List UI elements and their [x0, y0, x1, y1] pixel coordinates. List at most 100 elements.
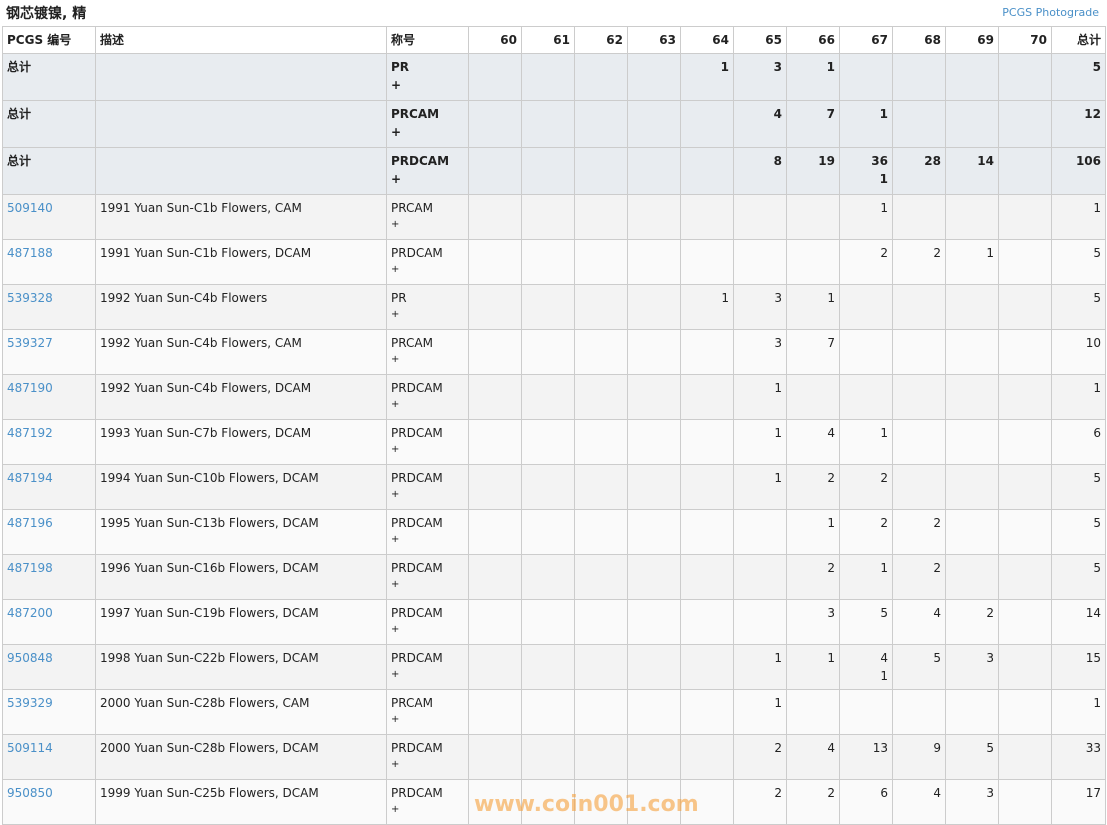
total-count: 106	[1051, 147, 1106, 195]
designation: PRDCAM	[391, 471, 443, 485]
grade-count: 2	[839, 509, 893, 555]
grade-count	[468, 734, 522, 780]
grade-count: 4	[786, 734, 840, 780]
pcgs-number-link[interactable]: 950848	[2, 644, 96, 690]
description-cell: 1991 Yuan Sun-C1b Flowers, CAM	[95, 194, 387, 240]
grade-count: 2	[839, 239, 893, 285]
designation: PRCAM	[391, 201, 433, 215]
grade-count	[468, 689, 522, 735]
grade-count	[521, 644, 575, 690]
pcgs-number-link[interactable]: 539327	[2, 329, 96, 375]
grade-count: 1	[839, 194, 893, 240]
pcgs-number-link[interactable]: 487196	[2, 509, 96, 555]
plus-designation: +	[391, 78, 402, 92]
pcgs-number-link[interactable]: 539329	[2, 689, 96, 735]
plus-designation: +	[391, 309, 400, 320]
grade-count	[733, 239, 787, 285]
table-row: 539329 2000 Yuan Sun-C28b Flowers, CAM PRC…	[2, 689, 1106, 735]
designation: PR	[391, 60, 410, 74]
summary-row: 总计 PR +1 3 1 5	[2, 53, 1106, 101]
grade-count	[468, 374, 522, 420]
designation-cell: PRCAM +	[386, 329, 469, 375]
designation-cell: PRDCAM +	[386, 599, 469, 645]
plus-designation: +	[391, 804, 400, 815]
grade-count	[627, 734, 681, 780]
pcgs-number-link[interactable]: 950850	[2, 779, 96, 825]
pcgs-number-link[interactable]: 487192	[2, 419, 96, 465]
description-cell: 1998 Yuan Sun-C22b Flowers, DCAM	[95, 644, 387, 690]
description-cell: 1992 Yuan Sun-C4b Flowers, CAM	[95, 329, 387, 375]
plus-designation: +	[391, 125, 402, 139]
grade-count	[680, 689, 734, 735]
table-row: 487196 1995 Yuan Sun-C13b Flowers, DCAM PR…	[2, 509, 1106, 555]
designation: PRDCAM	[391, 426, 443, 440]
grade-count: 4	[733, 100, 787, 148]
grade-count	[574, 464, 628, 510]
grade-count: 1	[786, 284, 840, 330]
grade-count	[786, 689, 840, 735]
grade-count: 7	[786, 329, 840, 375]
grade-count	[733, 599, 787, 645]
grade-count	[627, 419, 681, 465]
column-header: 60	[468, 26, 522, 54]
designation: PRDCAM	[391, 741, 443, 755]
grade-count	[627, 509, 681, 555]
photograde-link[interactable]: PCGS Photograde	[1002, 6, 1099, 19]
column-header: 61	[521, 26, 575, 54]
grade-count	[733, 554, 787, 600]
designation: PRDCAM	[391, 786, 443, 800]
grade-count	[998, 779, 1052, 825]
grade-count: 1	[733, 374, 787, 420]
grade-count	[574, 100, 628, 148]
total-count: 1	[1051, 194, 1106, 240]
total-count: 5	[1051, 509, 1106, 555]
plus-designation: +	[391, 354, 400, 365]
pcgs-number-link[interactable]: 487194	[2, 464, 96, 510]
grade-count	[945, 374, 999, 420]
pcgs-number-link[interactable]: 487200	[2, 599, 96, 645]
description-cell: 2000 Yuan Sun-C28b Flowers, CAM	[95, 689, 387, 735]
pcgs-number-link[interactable]: 487188	[2, 239, 96, 285]
grade-count	[945, 509, 999, 555]
pcgs-number-link[interactable]: 539328	[2, 284, 96, 330]
description-cell: 1993 Yuan Sun-C7b Flowers, DCAM	[95, 419, 387, 465]
designation: PR	[391, 291, 407, 305]
column-header: 67	[839, 26, 893, 54]
grade-count	[521, 509, 575, 555]
grade-count	[892, 284, 946, 330]
description-cell: 1997 Yuan Sun-C19b Flowers, DCAM	[95, 599, 387, 645]
grade-count: 1	[839, 100, 893, 148]
grade-count	[521, 734, 575, 780]
grade-count	[574, 329, 628, 375]
total-count: 17	[1051, 779, 1106, 825]
column-header: 称号	[386, 26, 469, 54]
plus-designation: +	[391, 489, 400, 500]
grade-count	[892, 374, 946, 420]
designation: PRDCAM	[391, 381, 443, 395]
plus-designation: +	[391, 534, 400, 545]
designation-cell: PRDCAM +	[386, 779, 469, 825]
grade-count	[574, 374, 628, 420]
grade-count: 2	[786, 554, 840, 600]
total-count: 5	[1051, 554, 1106, 600]
grade-count	[945, 53, 999, 101]
grade-count	[945, 329, 999, 375]
summary-row: 总计 PRCAM +4 7 1 12	[2, 100, 1106, 148]
grade-count	[521, 419, 575, 465]
grade-count	[574, 554, 628, 600]
grade-count	[627, 779, 681, 825]
grade-count	[574, 734, 628, 780]
grade-count	[627, 53, 681, 101]
total-count: 12	[1051, 100, 1106, 148]
designation-cell: PRDCAM +	[386, 419, 469, 465]
summary-label: 总计	[2, 53, 96, 101]
description-cell: 1992 Yuan Sun-C4b Flowers, DCAM	[95, 374, 387, 420]
table-row: 487198 1996 Yuan Sun-C16b Flowers, DCAM PR…	[2, 554, 1106, 600]
pcgs-number-link[interactable]: 509114	[2, 734, 96, 780]
grade-count	[998, 284, 1052, 330]
pcgs-number-link[interactable]: 487190	[2, 374, 96, 420]
grade-count	[945, 464, 999, 510]
pcgs-number-link[interactable]: 509140	[2, 194, 96, 240]
grade-count	[839, 329, 893, 375]
pcgs-number-link[interactable]: 487198	[2, 554, 96, 600]
